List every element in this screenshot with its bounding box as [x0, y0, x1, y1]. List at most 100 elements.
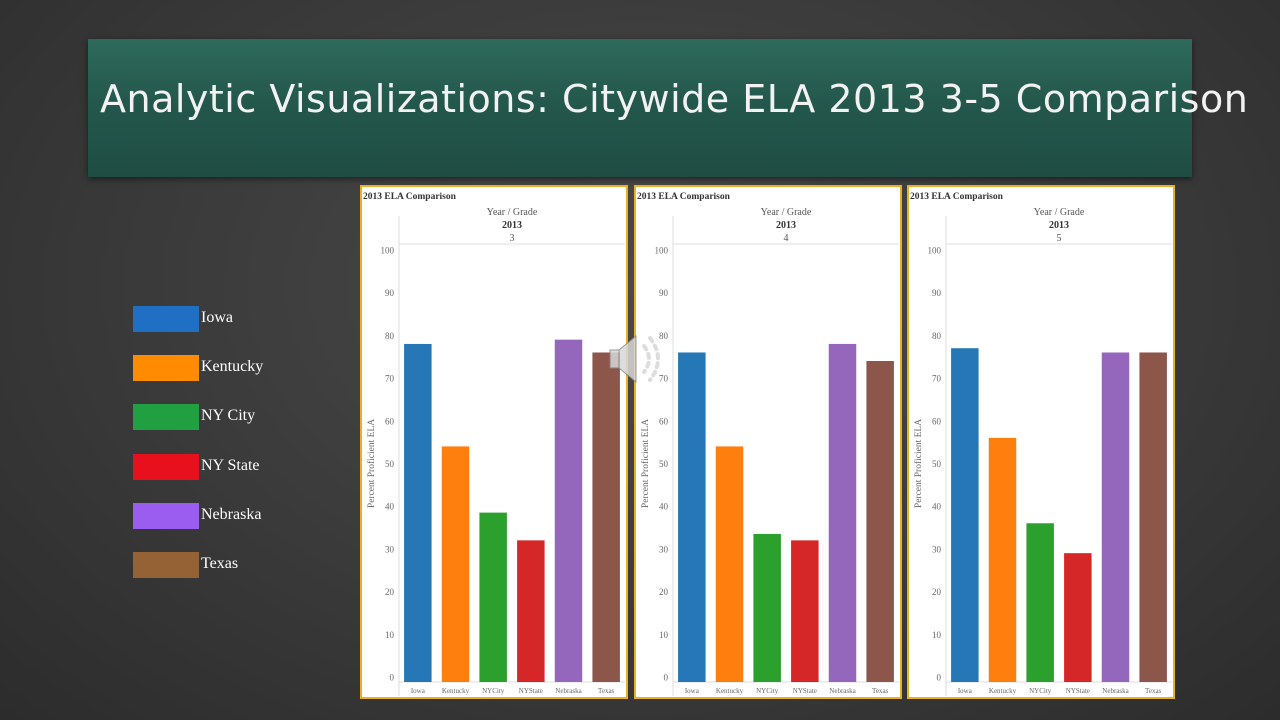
y-tick-label: 60 — [385, 416, 395, 426]
bar-kentucky — [715, 446, 744, 682]
x-tick-label: NYCity — [756, 687, 779, 695]
legend-label-iowa: Iowa — [201, 309, 233, 326]
y-tick-label: 70 — [932, 374, 942, 384]
y-tick-label: 50 — [932, 459, 942, 469]
header-grade: 4 — [784, 233, 789, 244]
header-grade: 3 — [510, 233, 515, 244]
chart-title: 2013 ELA Comparison — [910, 192, 1004, 202]
bar-nycity — [1026, 523, 1054, 682]
bar-nystate — [517, 540, 545, 682]
bar-kentucky — [441, 446, 470, 682]
y-tick-label: 60 — [932, 416, 942, 426]
legend-swatch-ny-state — [133, 454, 199, 480]
y-tick-label: 80 — [932, 331, 942, 341]
bar-texas — [866, 361, 894, 682]
legend-swatch-nebraska — [133, 503, 199, 529]
x-tick-label: Iowa — [958, 687, 973, 695]
x-tick-label: Texas — [1145, 687, 1162, 695]
chart-title: 2013 ELA Comparison — [637, 192, 731, 202]
y-tick-label: 0 — [664, 673, 669, 683]
x-tick-label: Iowa — [411, 687, 426, 695]
y-tick-label: 60 — [659, 416, 669, 426]
legend-label-ny-state: NY State — [201, 457, 260, 474]
bar-nystate — [791, 540, 819, 682]
x-tick-label: NYCity — [482, 687, 505, 695]
y-tick-label: 30 — [932, 544, 942, 554]
header-label: Year / Grade — [761, 207, 812, 218]
y-tick-label: 20 — [385, 587, 395, 597]
header-year: 2013 — [776, 220, 796, 231]
y-tick-label: 100 — [655, 246, 669, 256]
header-label: Year / Grade — [1034, 207, 1085, 218]
x-tick-label: Texas — [872, 687, 889, 695]
bar-nystate — [1064, 553, 1092, 682]
bar-iowa — [404, 343, 432, 682]
legend-label-kentucky: Kentucky — [201, 358, 264, 375]
x-tick-label: Iowa — [685, 687, 700, 695]
y-tick-label: 100 — [928, 246, 942, 256]
y-tick-label: 40 — [385, 502, 395, 512]
bar-texas — [592, 352, 620, 682]
x-tick-label: NYState — [793, 687, 817, 695]
legend-label-nebraska: Nebraska — [201, 506, 262, 523]
x-tick-label: NYCity — [1029, 687, 1052, 695]
y-tick-label: 90 — [659, 288, 669, 298]
y-axis-title: Percent Proficient ELA — [366, 419, 377, 508]
bar-nebraska — [1101, 352, 1130, 682]
bar-iowa — [678, 352, 706, 682]
chart-title: 2013 ELA Comparison — [363, 192, 457, 202]
bar-nebraska — [828, 343, 857, 682]
x-tick-label: Nebraska — [1102, 687, 1129, 695]
y-axis-title: Percent Proficient ELA — [640, 419, 651, 508]
y-tick-label: 30 — [385, 544, 395, 554]
header-grade: 5 — [1057, 233, 1062, 244]
y-tick-label: 40 — [932, 502, 942, 512]
x-tick-label: Kentucky — [716, 687, 744, 695]
bar-nebraska — [554, 339, 583, 682]
bar-nycity — [479, 512, 507, 682]
y-tick-label: 90 — [385, 288, 395, 298]
y-tick-label: 90 — [932, 288, 942, 298]
x-tick-label: NYState — [519, 687, 543, 695]
x-tick-label: Kentucky — [442, 687, 470, 695]
slide-title: Analytic Visualizations: Citywide ELA 20… — [100, 77, 1249, 121]
y-tick-label: 50 — [659, 459, 669, 469]
x-tick-label: Nebraska — [829, 687, 856, 695]
legend-swatch-iowa — [133, 306, 199, 332]
y-tick-label: 0 — [937, 673, 942, 683]
y-tick-label: 0 — [390, 673, 395, 683]
bar-texas — [1139, 352, 1167, 682]
y-axis-title: Percent Proficient ELA — [913, 419, 924, 508]
bar-kentucky — [988, 437, 1017, 682]
y-tick-label: 80 — [385, 331, 395, 341]
legend-swatch-texas — [133, 552, 199, 578]
legend-swatch-kentucky — [133, 355, 199, 381]
y-tick-label: 10 — [385, 630, 395, 640]
y-tick-label: 20 — [659, 587, 669, 597]
header-label: Year / Grade — [487, 207, 538, 218]
y-tick-label: 50 — [385, 459, 395, 469]
legend-label-texas: Texas — [201, 555, 239, 572]
y-tick-label: 10 — [659, 630, 669, 640]
y-tick-label: 70 — [659, 374, 669, 384]
speaker-icon[interactable] — [606, 328, 668, 390]
x-tick-label: NYState — [1066, 687, 1090, 695]
x-tick-label: Nebraska — [555, 687, 582, 695]
bar-nycity — [753, 533, 781, 682]
y-tick-label: 100 — [381, 246, 395, 256]
y-tick-label: 40 — [659, 502, 669, 512]
header-year: 2013 — [1049, 220, 1069, 231]
x-tick-label: Texas — [598, 687, 615, 695]
y-tick-label: 20 — [932, 587, 942, 597]
title-banner: Analytic Visualizations: Citywide ELA 20… — [88, 39, 1248, 177]
y-tick-label: 70 — [385, 374, 395, 384]
y-tick-label: 80 — [659, 331, 669, 341]
x-tick-label: Kentucky — [989, 687, 1017, 695]
y-tick-label: 30 — [659, 544, 669, 554]
legend-label-ny-city: NY City — [201, 407, 256, 424]
header-year: 2013 — [502, 220, 522, 231]
